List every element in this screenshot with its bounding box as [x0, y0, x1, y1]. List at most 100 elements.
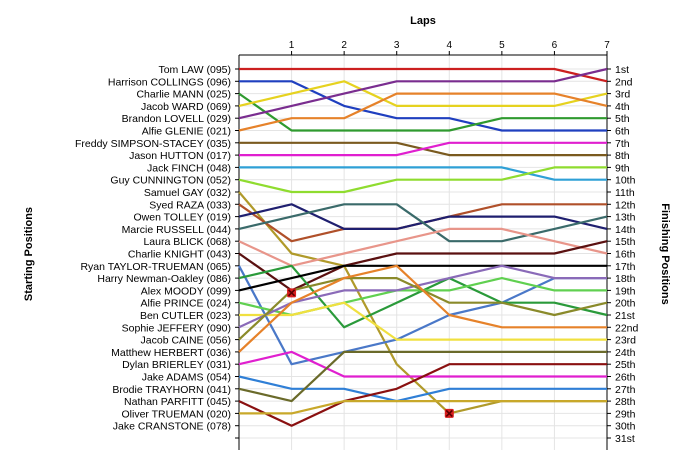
- retirement-cross: [445, 409, 453, 417]
- starting-position-label: Brandon LOVELL (029): [122, 113, 231, 125]
- lap-tick-label: 7: [604, 40, 610, 51]
- starting-position-label: Samuel GAY (032): [144, 187, 231, 199]
- starting-position-label: Jacob CAINE (056): [141, 335, 231, 347]
- finishing-position-label: 3rd: [615, 89, 630, 101]
- series-line: [239, 400, 607, 415]
- finishing-position-label: 4th: [615, 101, 630, 113]
- series-line: [238, 67, 608, 120]
- starting-position-label: Sophie JEFFERY (090): [122, 322, 231, 334]
- finishing-position-label: 15th: [615, 236, 636, 248]
- retirement-markers: [287, 288, 454, 418]
- starting-position-label: Alfie PRINCE (024): [141, 298, 231, 310]
- lap-tick-label: 1: [289, 40, 295, 51]
- series-line: [238, 350, 607, 403]
- series-line: [239, 80, 607, 132]
- starting-position-label: Ben CUTLER (023): [140, 310, 231, 322]
- finishing-position-label: 13th: [615, 212, 636, 224]
- starting-position-label: Owen TOLLEY (019): [134, 212, 231, 224]
- retirement-cross: [288, 289, 296, 297]
- starting-position-label: Alex MOODY (099): [141, 285, 231, 297]
- finishing-position-label: 7th: [615, 138, 630, 150]
- series-line: [238, 240, 608, 292]
- finishing-position-label: 2nd: [615, 76, 633, 88]
- series-line: [239, 67, 608, 83]
- finishing-position-labels: 1st2nd3rd4th5th6th7th8th9th10th11th12th1…: [615, 64, 639, 445]
- series-line: [238, 203, 608, 243]
- starting-position-label: Syed RAZA (033): [149, 199, 231, 211]
- finishing-position-label: 27th: [615, 384, 636, 396]
- finishing-position-label: 9th: [615, 162, 630, 174]
- finishing-position-label: 21st: [615, 310, 635, 322]
- starting-position-label: Laura BLICK (068): [143, 236, 231, 248]
- starting-position-label: Jack FINCH (048): [147, 162, 231, 174]
- series-line: [238, 363, 607, 427]
- series-line: [238, 265, 607, 366]
- series-line: [238, 264, 607, 353]
- starting-position-label: Guy CUNNINGTON (052): [110, 175, 231, 187]
- lap-tick-label: 5: [499, 40, 505, 51]
- lap-tick-label: 3: [394, 40, 400, 51]
- finishing-position-label: 29th: [615, 408, 636, 420]
- starting-position-label: Nathan PARFITT (045): [124, 396, 231, 408]
- starting-position-label: Alfie GLENIE (021): [142, 126, 231, 138]
- lap-tick-label: 6: [552, 40, 558, 51]
- starting-position-label: Charlie KNIGHT (043): [128, 249, 231, 261]
- lap-tick-labels: 1 2 3 4 5 6 7: [289, 40, 610, 51]
- series-line: [238, 92, 607, 132]
- series-line: [238, 264, 607, 292]
- finishing-position-label: 28th: [615, 396, 636, 408]
- finishing-position-label: 23rd: [615, 335, 636, 347]
- finishing-position-label: 17th: [615, 261, 636, 273]
- starting-position-label: Harry Newman-Oakley (086): [97, 273, 231, 285]
- finishing-position-label: 5th: [615, 113, 630, 125]
- lap-tick-label: 2: [341, 40, 347, 51]
- starting-position-label: Brodie TRAYHORN (041): [112, 384, 231, 396]
- starting-position-label: Harrison COLLINGS (096): [108, 76, 231, 88]
- starting-position-label: Marcie RUSSELL (044): [122, 224, 231, 236]
- starting-position-label: Jason HUTTON (017): [129, 150, 231, 162]
- starting-position-label: Jake CRANSTONE (078): [113, 421, 231, 433]
- starting-position-labels: Tom LAW (095)Harrison COLLINGS (096)Char…: [75, 64, 231, 433]
- finishing-position-label: 12th: [615, 199, 636, 211]
- finishing-position-label: 19th: [615, 285, 636, 297]
- series-line: [238, 92, 608, 132]
- series-line: [238, 264, 607, 329]
- series-line: [238, 227, 608, 267]
- y-axis-title-left: Starting Positions: [23, 207, 35, 301]
- finishing-position-label: 14th: [615, 224, 636, 236]
- finishing-position-label: 20th: [615, 298, 636, 310]
- series-line: [239, 141, 607, 157]
- starting-position-label: Dylan BRIERLEY (031): [122, 359, 231, 371]
- x-axis-title: Laps: [410, 15, 436, 27]
- finishing-position-label: 30th: [615, 421, 636, 433]
- finishing-position-label: 11th: [615, 187, 635, 199]
- starting-position-label: Jacob WARD (069): [141, 101, 231, 113]
- series-line: [238, 375, 607, 403]
- starting-position-label: Charlie MANN (025): [136, 89, 231, 101]
- finishing-position-label: 31st: [615, 433, 635, 445]
- finishing-position-label: 6th: [615, 126, 630, 138]
- lap-tick-label: 4: [447, 40, 453, 51]
- finishing-position-label: 10th: [615, 175, 636, 187]
- starting-position-label: Jake ADAMS (054): [142, 372, 231, 384]
- finishing-position-label: 18th: [615, 273, 636, 285]
- series-lines: [238, 67, 608, 427]
- starting-position-label: Matthew HERBERT (036): [111, 347, 231, 359]
- finishing-position-label: 26th: [615, 372, 636, 384]
- starting-position-label: Ryan TAYLOR-TRUEMAN (065): [80, 261, 231, 273]
- finishing-position-label: 25th: [615, 359, 636, 371]
- series-line: [238, 80, 608, 108]
- finishing-position-label: 24th: [615, 347, 636, 359]
- series-line: [239, 301, 607, 341]
- finishing-position-label: 22nd: [615, 322, 639, 334]
- y-axis-title-right: Finishing Positions: [659, 203, 671, 304]
- series-line: [238, 166, 607, 194]
- finishing-position-label: 1st: [615, 64, 629, 76]
- finishing-position-label: 16th: [615, 249, 636, 261]
- finishing-position-label: 8th: [615, 150, 630, 162]
- starting-position-label: Tom LAW (095): [158, 64, 231, 76]
- starting-position-label: Oliver TRUEMAN (020): [122, 408, 232, 420]
- series-line: [239, 166, 607, 181]
